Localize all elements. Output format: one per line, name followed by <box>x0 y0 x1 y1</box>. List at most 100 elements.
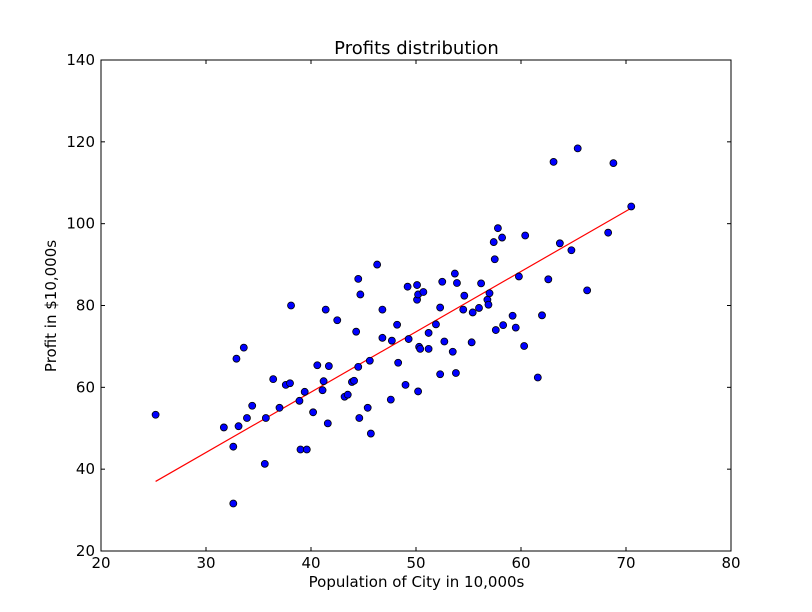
scatter-point <box>386 395 395 404</box>
scatter-point <box>260 459 269 468</box>
y-tick-label: 80 <box>76 297 95 315</box>
x-tick-label: 40 <box>301 554 320 572</box>
y-tick-label: 40 <box>76 460 95 478</box>
x-tick-label: 80 <box>721 554 740 572</box>
scatter-point <box>468 308 477 317</box>
scatter-point <box>521 231 530 240</box>
scatter-point <box>302 445 311 454</box>
scatter-point <box>366 429 375 438</box>
scatter-point <box>313 361 322 370</box>
scatter-point <box>424 344 433 353</box>
scatter-point <box>419 288 428 296</box>
scatter-point <box>475 304 483 312</box>
scatter-point <box>448 347 457 356</box>
scatter-point <box>275 403 284 412</box>
scatter-point <box>424 329 433 337</box>
scatter-point <box>229 442 238 451</box>
scatter-point <box>403 282 412 291</box>
x-axis-label: Population of City in 10,000s <box>309 573 525 591</box>
scatter-point <box>287 301 295 310</box>
scatter-point <box>229 499 238 508</box>
scatter-point <box>440 337 449 346</box>
scatter-point <box>401 380 410 389</box>
scatter-point <box>573 144 582 153</box>
scatter-point <box>363 403 372 412</box>
scatter-point <box>151 410 160 419</box>
scatter-point <box>373 260 382 269</box>
scatter-point <box>627 202 636 211</box>
scatter-point <box>432 320 440 329</box>
x-tick-label: 50 <box>406 554 425 572</box>
scatter-point <box>493 224 502 233</box>
scatter-point <box>555 239 564 248</box>
scatter-point <box>490 255 499 264</box>
y-tick-label: 100 <box>66 215 95 233</box>
y-tick-label: 20 <box>76 542 95 560</box>
chart-title: Profits distribution <box>334 38 499 59</box>
scatter-point <box>544 275 553 284</box>
scatter-point <box>393 320 402 329</box>
scatter-point <box>508 311 517 320</box>
x-tick-label: 30 <box>196 554 215 572</box>
scatter-point <box>354 275 363 283</box>
scatter-point <box>515 272 523 281</box>
scatter-point <box>404 335 413 343</box>
scatter-point <box>520 342 529 350</box>
y-axis-label: Profit in $10,000s <box>42 240 60 372</box>
scatter-point <box>365 356 374 365</box>
scatter-point <box>477 279 486 288</box>
plot-area: 20 30 40 50 60 70 80 20 40 60 80 100 120 140 <box>66 51 740 572</box>
scatter-point <box>239 343 248 352</box>
scatter-point <box>232 354 241 363</box>
y-tick-label: 60 <box>76 378 95 396</box>
scatter-point <box>378 333 387 342</box>
scatter-point <box>499 321 508 330</box>
scatter-point <box>583 286 592 295</box>
scatter-point <box>319 377 328 386</box>
scatter-point <box>321 305 330 314</box>
scatter-point <box>459 305 468 314</box>
scatter-point <box>511 323 520 332</box>
scatter-point <box>414 387 423 396</box>
scatter-point <box>567 246 576 255</box>
y-tick-label: 140 <box>66 51 95 69</box>
scatter-point <box>491 326 500 334</box>
scatter-point <box>248 401 257 410</box>
scatter-point <box>436 370 445 379</box>
scatter-point <box>355 414 364 422</box>
scatter-point <box>485 289 494 298</box>
scatter-point <box>323 419 332 428</box>
scatter-point <box>413 281 421 289</box>
x-tick-label: 20 <box>91 554 110 572</box>
x-tick-label: 60 <box>511 554 530 572</box>
x-tick-label: 70 <box>616 554 635 572</box>
scatter-point <box>609 159 618 168</box>
scatter-point <box>324 362 333 370</box>
scatter-point <box>286 379 294 388</box>
scatter-point <box>484 300 493 309</box>
scatter-point <box>300 387 309 396</box>
scatter-point <box>356 290 365 299</box>
scatter-point <box>343 390 352 399</box>
scatter-point <box>467 338 476 347</box>
scatter-point <box>460 291 469 300</box>
scatter-point <box>309 408 318 417</box>
scatter-point <box>453 279 461 287</box>
scatter-point <box>394 358 403 367</box>
y-tick-label: 120 <box>66 133 95 151</box>
scatter-point <box>498 233 507 242</box>
scatter-point <box>416 344 425 353</box>
scatter-point <box>489 238 498 246</box>
scatter-point <box>438 277 447 286</box>
scatter-point <box>295 396 304 405</box>
scatter-point <box>234 422 243 431</box>
scatter-point <box>333 316 342 325</box>
scatter-point <box>269 375 278 384</box>
scatter-point <box>451 369 460 377</box>
scatter-point <box>261 414 270 422</box>
scatter-point <box>219 423 228 432</box>
scatter-point <box>436 303 445 312</box>
scatter-point <box>387 336 396 345</box>
